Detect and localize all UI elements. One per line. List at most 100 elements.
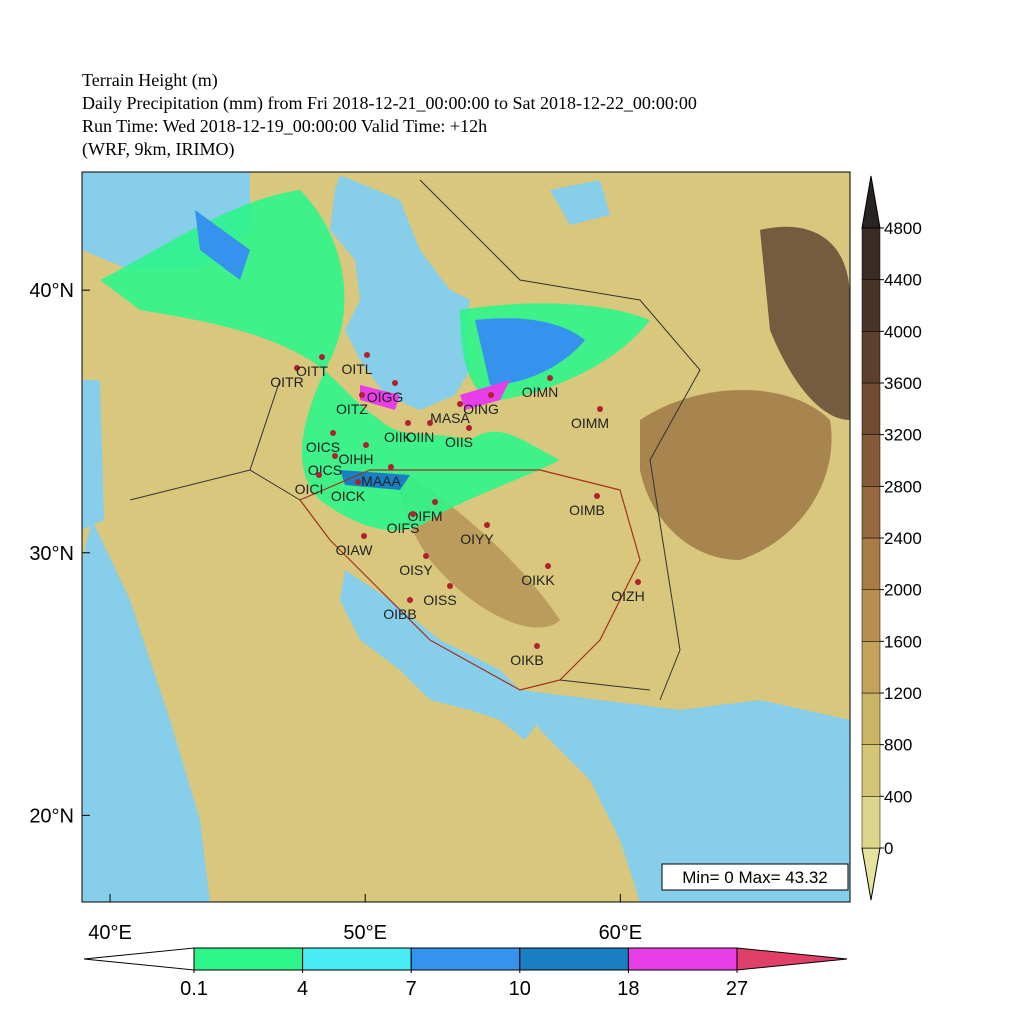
station-dot bbox=[319, 354, 325, 360]
station-label: OIIK bbox=[384, 429, 413, 445]
colorbar-label: 1200 bbox=[884, 684, 922, 703]
station-label: OISY bbox=[399, 562, 433, 578]
map-frame bbox=[81, 171, 851, 903]
precip-area bbox=[195, 210, 250, 280]
station-label: OICI bbox=[295, 481, 324, 497]
model-info: (WRF, 9km, IRIMO) bbox=[82, 139, 235, 160]
terrain-colorbar: 0 400 800 1200 1600 2000 2400 2800 3200 3600 4000 4… bbox=[861, 175, 922, 901]
station-label: OIAW bbox=[336, 542, 374, 558]
minmax-box bbox=[661, 863, 849, 891]
station-dot bbox=[294, 365, 300, 371]
colorbar-cell bbox=[519, 947, 629, 971]
colorbar-cell bbox=[861, 331, 881, 384]
station-label: OIIN bbox=[406, 429, 435, 445]
station-label: OICK bbox=[331, 488, 366, 504]
station-label: OIIS bbox=[445, 434, 473, 450]
colorbar-cell bbox=[861, 537, 881, 590]
station-label: OIKK bbox=[521, 572, 555, 588]
station-label: OIKB bbox=[510, 652, 543, 668]
station-label: OITL bbox=[341, 361, 372, 377]
station-dot bbox=[447, 583, 453, 589]
terrain-high bbox=[640, 390, 832, 560]
station-label: OIMN bbox=[522, 384, 559, 400]
colorbar-cell bbox=[861, 486, 881, 539]
colorbar-label: 0.1 bbox=[180, 978, 208, 1000]
station-label: OITT bbox=[296, 363, 328, 379]
red-sea bbox=[82, 520, 210, 902]
precip-area bbox=[360, 385, 400, 410]
colorbar-label: 800 bbox=[884, 736, 912, 755]
arabian-sea bbox=[520, 690, 850, 902]
station-label: OIBB bbox=[383, 606, 416, 622]
station-label: OIZH bbox=[611, 588, 644, 604]
lat-label: 40°N bbox=[29, 280, 74, 302]
colorbar-cell bbox=[861, 692, 881, 745]
colorbar-cell bbox=[861, 434, 881, 487]
station-label: OIYY bbox=[460, 531, 494, 547]
station-label: MAAA bbox=[361, 473, 401, 489]
station-dot bbox=[388, 464, 394, 470]
station-dot bbox=[407, 597, 413, 603]
colorbar-cell bbox=[193, 947, 304, 971]
colorbar-cell bbox=[861, 589, 881, 642]
station-dot bbox=[534, 643, 540, 649]
colorbar-cell bbox=[861, 744, 881, 797]
station-label: OIFS bbox=[387, 520, 420, 536]
station-dot bbox=[457, 401, 463, 407]
title: Terrain Height (m) bbox=[82, 70, 218, 91]
station-dot bbox=[594, 493, 600, 499]
station-dot bbox=[392, 380, 398, 386]
station-dot bbox=[488, 392, 494, 398]
colorbar-cell bbox=[627, 947, 738, 971]
colorbar-cell bbox=[410, 947, 521, 971]
station-dot bbox=[597, 406, 603, 412]
colorbar-label: 2800 bbox=[884, 477, 922, 496]
colorbar-cell bbox=[861, 227, 881, 280]
colorbar-end bbox=[83, 947, 195, 971]
precip-area bbox=[475, 318, 585, 385]
colorbar-label: 18 bbox=[617, 978, 639, 1000]
station-label: OIHH bbox=[339, 451, 374, 467]
station-dot bbox=[484, 522, 490, 528]
colorbar-label: 3600 bbox=[884, 374, 922, 393]
station-label: OIMM bbox=[571, 415, 609, 431]
station-dot bbox=[364, 352, 370, 358]
lon-label: 60°E bbox=[599, 922, 643, 944]
station-dot bbox=[635, 579, 641, 585]
station-dot bbox=[427, 420, 433, 426]
station-dot bbox=[316, 472, 322, 478]
colorbar-label: 4 bbox=[297, 978, 308, 1000]
colorbar-cell bbox=[861, 641, 881, 694]
station-label: OIGG bbox=[367, 389, 404, 405]
colorbar-label: 2000 bbox=[884, 581, 922, 600]
colorbar-end bbox=[861, 175, 881, 229]
axes: 40°N 30°N 20°N 40°E 50°E 60°E bbox=[29, 280, 642, 944]
lon-label: 50°E bbox=[343, 922, 387, 944]
colorbar-label: 4000 bbox=[884, 322, 922, 341]
mediterranean bbox=[82, 380, 104, 530]
colorbar-label: 400 bbox=[884, 787, 912, 806]
colorbar-cell bbox=[861, 796, 881, 849]
station-dot bbox=[410, 511, 416, 517]
station-label: OING bbox=[463, 401, 499, 417]
run-time: Run Time: Wed 2018-12-19_00:00:00 Valid … bbox=[82, 116, 487, 136]
colorbar-end bbox=[861, 847, 881, 901]
colorbar-label: 7 bbox=[406, 978, 417, 1000]
precip-area bbox=[460, 380, 510, 410]
colorbar-cell bbox=[861, 279, 881, 332]
station-label: OISS bbox=[423, 592, 456, 608]
colorbar-label: 10 bbox=[509, 978, 531, 1000]
colorbar-label: 3200 bbox=[884, 426, 922, 445]
terrain-high bbox=[760, 226, 850, 420]
station-label: OIMB bbox=[569, 502, 605, 518]
subtitle: Daily Precipitation (mm) from Fri 2018-1… bbox=[82, 93, 697, 114]
colorbar-label: 4400 bbox=[884, 271, 922, 290]
persian-gulf bbox=[340, 570, 540, 740]
station-dot bbox=[547, 375, 553, 381]
colorbar-label: 1600 bbox=[884, 632, 922, 651]
colorbar-label: 27 bbox=[726, 978, 748, 1000]
